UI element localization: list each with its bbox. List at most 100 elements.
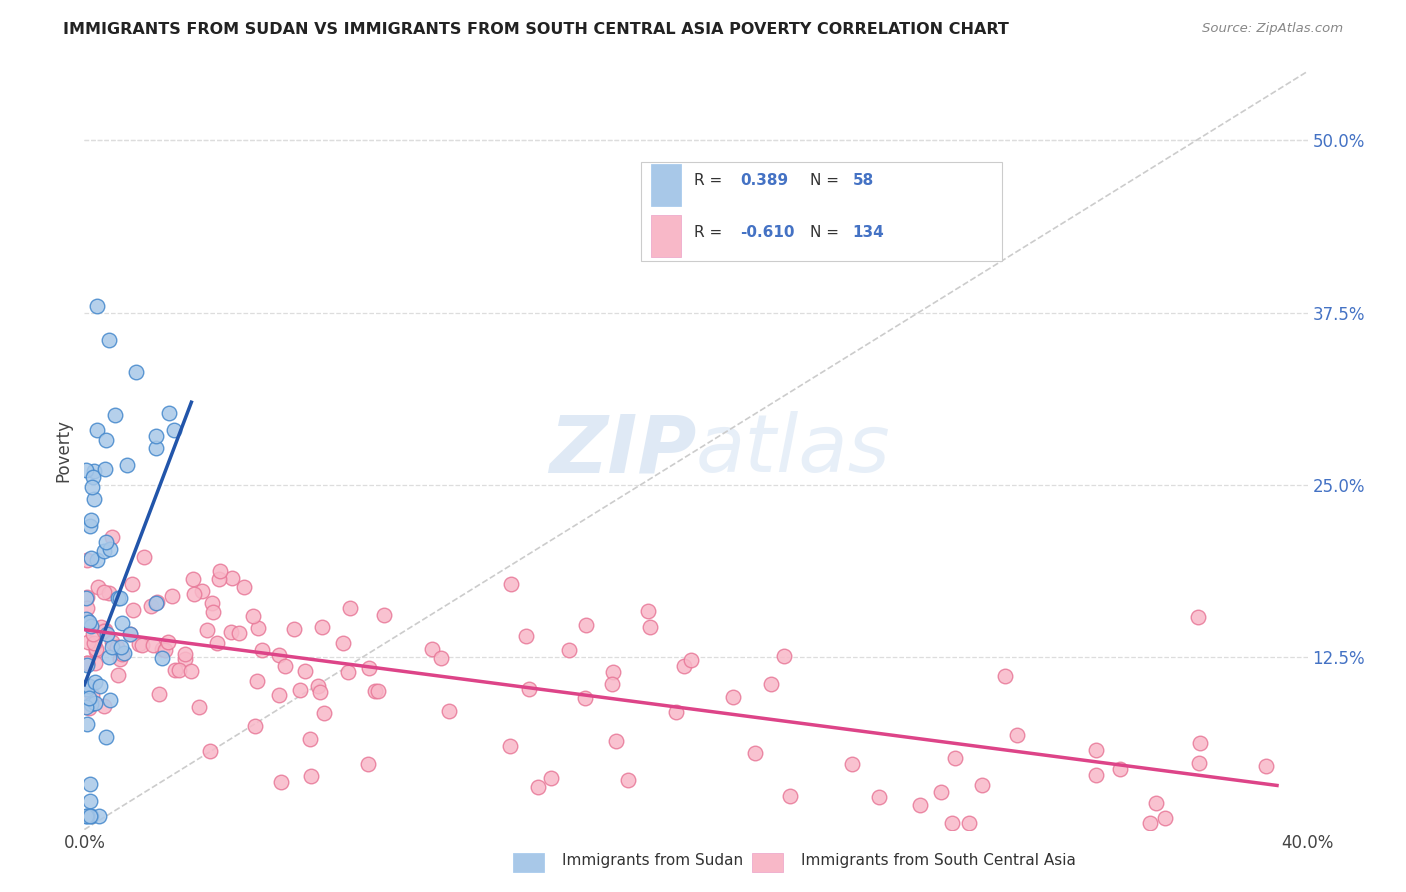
Point bbox=[150, 651, 173, 665]
Text: R =: R = bbox=[693, 173, 727, 188]
Point bbox=[600, 677, 623, 691]
Text: Immigrants from Sudan: Immigrants from Sudan bbox=[562, 854, 744, 868]
Point bbox=[76, 656, 98, 670]
Point bbox=[83, 491, 105, 506]
Point bbox=[337, 665, 360, 680]
Point bbox=[107, 591, 129, 606]
Point bbox=[80, 480, 103, 494]
Point bbox=[75, 611, 97, 625]
Point bbox=[219, 625, 242, 640]
Text: ZIP: ZIP bbox=[548, 411, 696, 490]
Point bbox=[142, 638, 165, 652]
Text: 58: 58 bbox=[852, 173, 873, 188]
Point bbox=[439, 704, 461, 718]
Point bbox=[75, 591, 97, 605]
Point bbox=[575, 617, 598, 632]
Point bbox=[247, 621, 270, 635]
Point bbox=[294, 664, 316, 678]
Point bbox=[157, 406, 180, 420]
Point bbox=[574, 691, 596, 706]
Point bbox=[145, 429, 167, 443]
Point bbox=[76, 591, 98, 605]
Point bbox=[357, 660, 380, 674]
Point bbox=[499, 577, 522, 591]
Point bbox=[96, 535, 118, 549]
Point bbox=[943, 751, 966, 765]
Point bbox=[721, 690, 744, 705]
Point bbox=[1153, 812, 1175, 826]
Point bbox=[80, 513, 103, 527]
Point bbox=[90, 619, 112, 633]
Point bbox=[367, 684, 389, 698]
Point bbox=[75, 463, 97, 477]
Point bbox=[672, 659, 695, 673]
Point bbox=[274, 658, 297, 673]
Point bbox=[245, 719, 267, 733]
Point bbox=[1256, 759, 1278, 773]
Point bbox=[77, 615, 100, 629]
Point bbox=[76, 613, 98, 627]
Text: IMMIGRANTS FROM SUDAN VS IMMIGRANTS FROM SOUTH CENTRAL ASIA POVERTY CORRELATION : IMMIGRANTS FROM SUDAN VS IMMIGRANTS FROM… bbox=[63, 22, 1010, 37]
Point bbox=[339, 600, 361, 615]
Point bbox=[779, 789, 801, 804]
Point bbox=[141, 599, 163, 613]
Point bbox=[134, 549, 156, 564]
Point bbox=[299, 769, 322, 783]
FancyBboxPatch shape bbox=[641, 162, 1002, 260]
Point bbox=[96, 434, 118, 448]
Point bbox=[76, 681, 98, 695]
Point bbox=[79, 519, 101, 533]
Point bbox=[76, 658, 98, 673]
Point bbox=[79, 550, 101, 565]
Point bbox=[79, 777, 101, 791]
Point bbox=[430, 651, 453, 665]
Point bbox=[76, 809, 98, 823]
Text: 134: 134 bbox=[852, 225, 884, 240]
Point bbox=[1085, 742, 1108, 756]
Point bbox=[76, 553, 98, 567]
Point bbox=[191, 584, 214, 599]
Point bbox=[100, 635, 122, 649]
Point bbox=[250, 642, 273, 657]
Text: -0.610: -0.610 bbox=[740, 225, 794, 240]
Point bbox=[76, 681, 98, 696]
Point bbox=[93, 699, 115, 714]
Point bbox=[637, 604, 659, 618]
Point bbox=[83, 675, 105, 690]
Point bbox=[242, 609, 264, 624]
Point bbox=[98, 541, 121, 556]
Point bbox=[80, 618, 103, 632]
Point bbox=[208, 572, 231, 586]
Point bbox=[174, 652, 197, 666]
Point bbox=[110, 640, 132, 655]
Point bbox=[201, 605, 224, 619]
Point bbox=[83, 636, 105, 650]
Point bbox=[146, 594, 169, 608]
Point bbox=[299, 731, 322, 746]
Point bbox=[82, 626, 104, 640]
Point bbox=[160, 589, 183, 603]
Point bbox=[270, 775, 292, 789]
Point bbox=[498, 739, 520, 753]
Point bbox=[128, 637, 150, 651]
Point bbox=[233, 581, 256, 595]
Point bbox=[772, 649, 794, 664]
Point bbox=[1189, 735, 1212, 749]
Text: atlas: atlas bbox=[696, 411, 891, 490]
Point bbox=[96, 627, 118, 641]
Point bbox=[89, 809, 111, 823]
Point bbox=[77, 635, 100, 649]
Point bbox=[148, 687, 170, 701]
Point bbox=[108, 652, 131, 666]
Point bbox=[97, 650, 120, 665]
Point bbox=[1187, 610, 1209, 624]
Point bbox=[228, 625, 250, 640]
FancyBboxPatch shape bbox=[651, 164, 682, 205]
Point bbox=[183, 587, 205, 601]
Point bbox=[75, 809, 97, 823]
Point bbox=[605, 734, 627, 748]
Text: N =: N = bbox=[810, 173, 844, 188]
Point bbox=[162, 423, 184, 437]
Point bbox=[941, 815, 963, 830]
Point bbox=[163, 664, 186, 678]
